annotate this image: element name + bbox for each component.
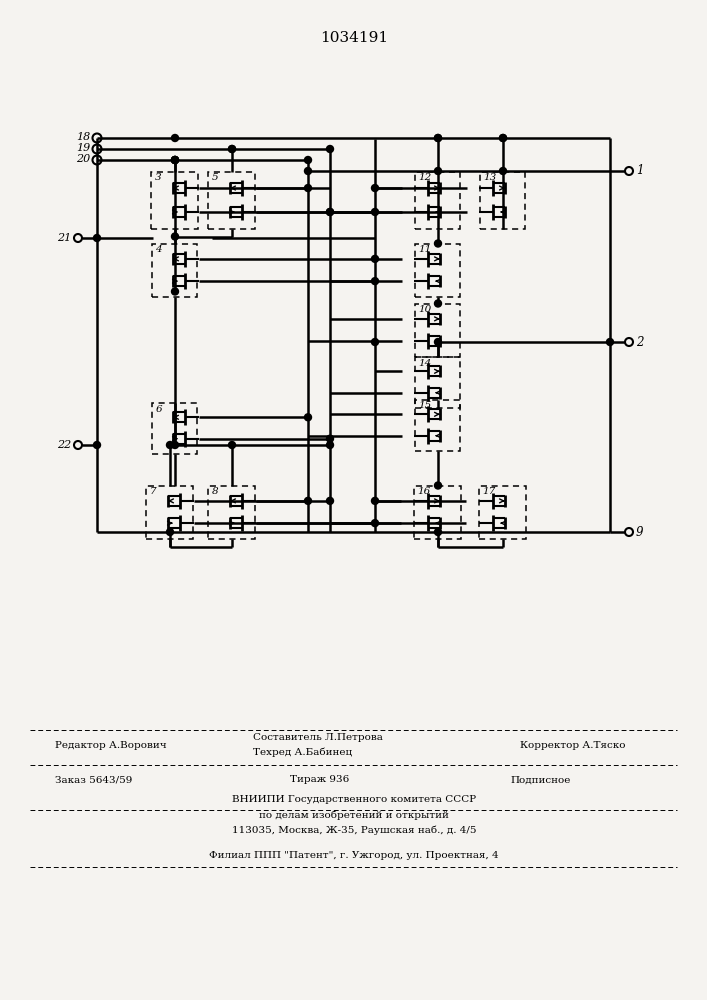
Text: 1034191: 1034191 — [320, 31, 388, 45]
Circle shape — [435, 300, 441, 307]
Text: 21: 21 — [57, 233, 71, 243]
Bar — [153, 243, 197, 296]
Text: 2: 2 — [636, 336, 643, 349]
Bar — [153, 402, 197, 454]
Text: 1: 1 — [636, 164, 643, 178]
Circle shape — [371, 278, 378, 285]
Text: Составитель Л.Петрова: Составитель Л.Петрова — [253, 734, 383, 742]
Circle shape — [172, 442, 178, 448]
Circle shape — [172, 156, 178, 163]
Text: по делам изобретений и открытий: по делам изобретений и открытий — [259, 810, 449, 820]
Circle shape — [371, 497, 378, 504]
Text: 11: 11 — [419, 245, 432, 254]
Circle shape — [305, 497, 312, 504]
Text: Подписное: Подписное — [510, 776, 571, 784]
Circle shape — [327, 208, 334, 215]
Circle shape — [500, 134, 506, 141]
Circle shape — [305, 185, 312, 192]
Circle shape — [305, 156, 312, 163]
Circle shape — [371, 338, 378, 346]
Circle shape — [305, 167, 312, 174]
Text: 5: 5 — [211, 174, 218, 182]
Circle shape — [172, 233, 178, 240]
Text: 20: 20 — [76, 154, 90, 164]
Circle shape — [371, 208, 378, 215]
Text: Редактор А.Ворович: Редактор А.Ворович — [55, 740, 167, 750]
Circle shape — [500, 167, 506, 174]
Circle shape — [93, 234, 100, 241]
Text: Заказ 5643/59: Заказ 5643/59 — [55, 776, 132, 784]
Bar — [151, 172, 199, 229]
Circle shape — [172, 156, 178, 163]
Circle shape — [327, 145, 334, 152]
Circle shape — [435, 167, 441, 174]
Text: 18: 18 — [76, 132, 90, 142]
Circle shape — [167, 442, 173, 448]
Text: Корректор А.Тяско: Корректор А.Тяско — [520, 740, 626, 750]
Bar — [416, 357, 460, 408]
Circle shape — [371, 520, 378, 527]
Text: 19: 19 — [76, 143, 90, 153]
Text: 3: 3 — [155, 174, 161, 182]
Bar — [414, 486, 462, 538]
Circle shape — [435, 134, 441, 141]
Bar — [209, 486, 255, 538]
Text: 9: 9 — [636, 526, 643, 538]
Bar — [416, 304, 460, 357]
Circle shape — [371, 185, 378, 192]
Text: 113035, Москва, Ж-35, Раушская наб., д. 4/5: 113035, Москва, Ж-35, Раушская наб., д. … — [232, 825, 477, 835]
Circle shape — [172, 156, 178, 163]
Circle shape — [228, 145, 235, 152]
Circle shape — [327, 497, 334, 504]
Bar — [416, 243, 460, 296]
Circle shape — [305, 414, 312, 421]
Circle shape — [172, 134, 178, 141]
Text: 6: 6 — [156, 404, 162, 414]
Text: 12: 12 — [419, 174, 432, 182]
Text: 16: 16 — [418, 488, 431, 496]
Text: 8: 8 — [211, 488, 218, 496]
Bar — [209, 172, 255, 229]
Circle shape — [327, 442, 334, 448]
Text: 17: 17 — [482, 488, 496, 496]
Bar — [481, 172, 525, 229]
Bar — [416, 172, 460, 229]
Bar — [146, 486, 194, 538]
Circle shape — [500, 134, 506, 141]
Circle shape — [228, 442, 235, 448]
Circle shape — [435, 338, 441, 346]
Circle shape — [435, 482, 441, 489]
Text: 4: 4 — [156, 245, 162, 254]
Circle shape — [167, 528, 173, 536]
Circle shape — [228, 145, 235, 152]
Text: 22: 22 — [57, 440, 71, 450]
Text: 7: 7 — [149, 488, 156, 496]
Text: 14: 14 — [419, 359, 432, 367]
Text: Техред А.Бабинец: Техред А.Бабинец — [253, 747, 352, 757]
Circle shape — [607, 338, 614, 346]
Circle shape — [435, 528, 441, 536]
Circle shape — [327, 435, 334, 442]
Circle shape — [371, 255, 378, 262]
Text: 15: 15 — [419, 401, 432, 410]
Bar — [416, 399, 460, 450]
Text: ВНИИПИ Государственного комитета СССР: ВНИИПИ Государственного комитета СССР — [232, 796, 476, 804]
Circle shape — [93, 442, 100, 448]
Circle shape — [172, 156, 178, 163]
Circle shape — [435, 134, 441, 141]
Circle shape — [327, 208, 334, 215]
Bar — [479, 486, 527, 538]
Text: Филиал ППП "Патент", г. Ужгород, ул. Проектная, 4: Филиал ППП "Патент", г. Ужгород, ул. Про… — [209, 850, 499, 859]
Text: 10: 10 — [419, 306, 432, 314]
Text: 13: 13 — [484, 174, 497, 182]
Circle shape — [172, 288, 178, 295]
Text: Тираж 936: Тираж 936 — [290, 776, 349, 784]
Circle shape — [435, 240, 441, 247]
